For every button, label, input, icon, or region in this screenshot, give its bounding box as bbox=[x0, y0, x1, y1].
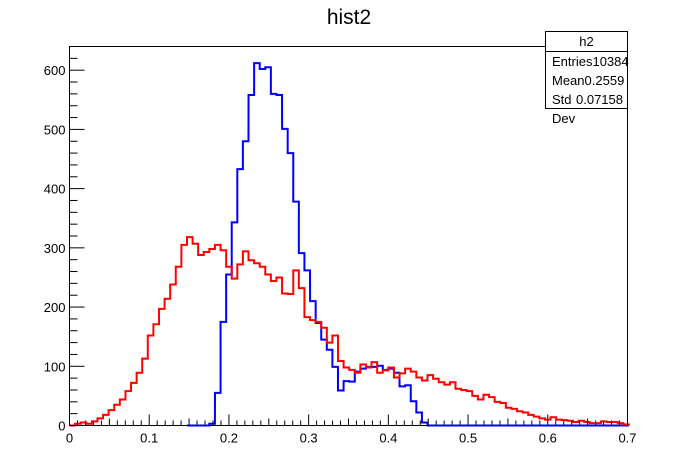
stats-box: h2 Entries 10384 Mean 0.2559 Std Dev 0.0… bbox=[545, 31, 629, 126]
stats-label: Mean bbox=[552, 73, 585, 88]
stats-row-stddev: Std Dev 0.07158 bbox=[546, 90, 627, 126]
y-tick-label: 400 bbox=[44, 182, 66, 197]
stats-row-mean: Mean 0.2559 bbox=[546, 71, 627, 90]
x-tick-label: 0.3 bbox=[300, 431, 318, 446]
x-tick-label: 0 bbox=[66, 431, 73, 446]
x-tick-label: 0.2 bbox=[220, 431, 238, 446]
series-line-1 bbox=[186, 62, 629, 427]
x-tick-label: 0.7 bbox=[618, 431, 636, 446]
y-tick-label: 100 bbox=[44, 359, 66, 374]
series-line-2 bbox=[69, 236, 630, 427]
x-tick-label: 0.4 bbox=[379, 431, 397, 446]
y-tick-label: 0 bbox=[58, 419, 65, 434]
stats-label: Entries bbox=[552, 54, 593, 69]
y-tick-label: 200 bbox=[44, 300, 66, 315]
y-tick-label: 600 bbox=[44, 63, 66, 78]
stats-row-entries: Entries 10384 bbox=[546, 52, 629, 71]
stats-value: 10384 bbox=[592, 54, 629, 69]
stats-value: 0.07158 bbox=[576, 92, 623, 107]
chart-title: hist2 bbox=[327, 6, 371, 29]
stats-label: Std Dev bbox=[552, 92, 576, 126]
x-tick-label: 0.5 bbox=[459, 431, 477, 446]
y-tick-label: 300 bbox=[44, 241, 66, 256]
y-tick-label: 500 bbox=[44, 122, 66, 137]
stats-value: 0.2559 bbox=[584, 73, 625, 88]
axes-layer: 0 0.1 0.2 0.3 0.4 0.5 0.6 0.7 0 100 200 300 400 500 60… bbox=[44, 46, 637, 446]
series-layer bbox=[69, 62, 630, 427]
stats-title: h2 bbox=[546, 32, 627, 52]
x-tick-label: 0.1 bbox=[140, 431, 158, 446]
x-tick-label: 0.6 bbox=[539, 431, 557, 446]
